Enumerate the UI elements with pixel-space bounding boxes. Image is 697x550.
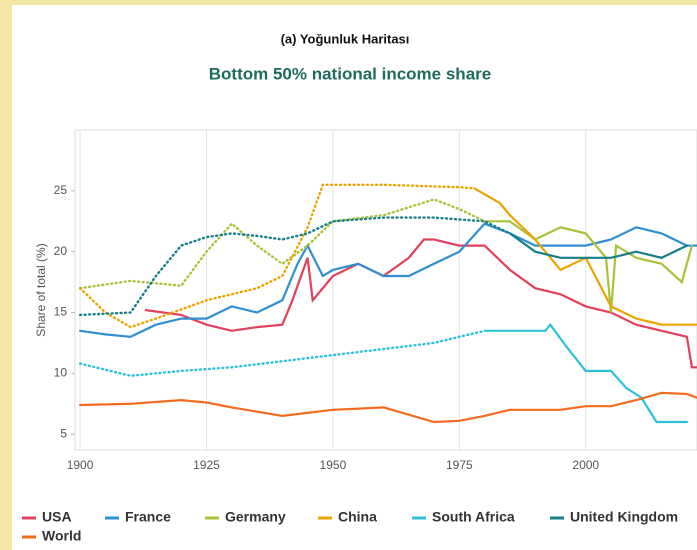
y-tick-label: 15 [54,305,68,319]
legend-label: USA [42,509,72,525]
y-tick-label: 20 [54,244,68,258]
series-line-estimate [78,183,476,329]
series-line [508,232,688,259]
y-tick-label: 5 [60,426,67,440]
legend-label: Germany [225,509,286,525]
y-tick-label: 25 [54,183,68,197]
x-tick-label: 1975 [446,458,473,472]
series-line-estimate [78,198,486,290]
series-line-estimate [78,216,512,317]
series-line [79,222,697,338]
series-line [483,322,688,424]
chart-subtitle: Bottom 50% national income share [209,64,491,83]
series-line [79,391,697,424]
y-tick-label: 10 [54,366,68,380]
y-axis-label: Share of total (%) [34,243,48,336]
plot-frame [74,129,697,451]
legend-label: France [125,509,171,525]
series-line-estimate [78,329,486,378]
x-tick-label: 1925 [193,458,220,472]
series-line [144,238,697,369]
legend-label: China [338,509,377,525]
x-tick-label: 1950 [320,458,347,472]
legend-label: South Africa [432,509,515,525]
series-line [473,187,697,326]
x-tick-label: 2000 [572,458,599,472]
chart-title: (a) Yoğunluk Haritası [281,31,410,46]
panel [12,5,697,550]
legend-label: World [42,528,81,544]
x-tick-label: 1900 [67,458,94,472]
legend-label: United Kingdom [570,509,678,525]
